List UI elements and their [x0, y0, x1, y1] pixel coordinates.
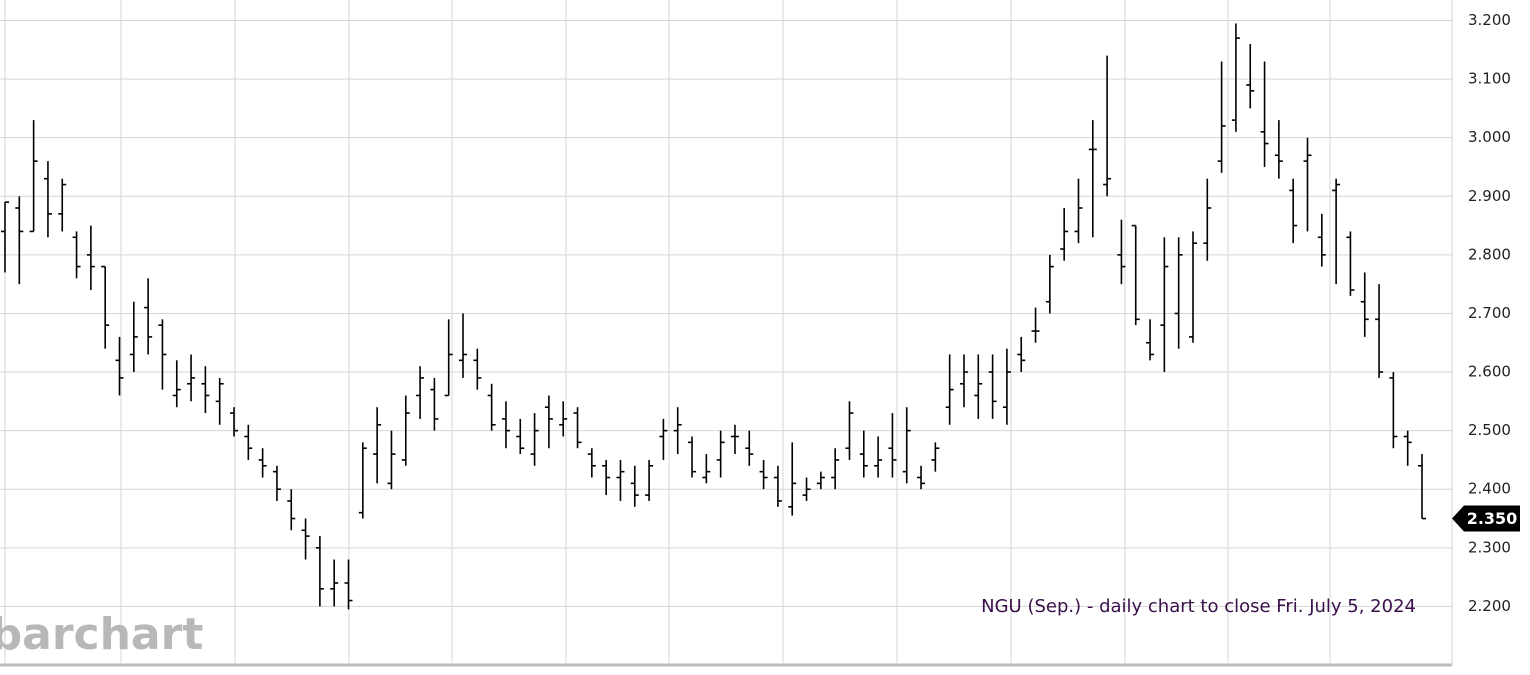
last-price-box — [1452, 505, 1520, 532]
y-tick-label: 2.500 — [1468, 421, 1511, 439]
last-price-label: 2.350 — [1467, 509, 1518, 528]
y-tick-label: 2.300 — [1468, 538, 1511, 556]
y-tick-label: 2.600 — [1468, 363, 1511, 381]
y-tick-label: 2.900 — [1468, 187, 1511, 205]
y-tick-label: 2.700 — [1468, 304, 1511, 322]
y-tick-label: 2.400 — [1468, 480, 1511, 498]
plot: 2.200 2.300 2.400 2.500 2.600 2.700 2.800 2.900… — [1, 11, 1520, 615]
y-tick-label: 2.800 — [1468, 245, 1511, 263]
watermark: barchart — [0, 609, 203, 660]
y-tick-label: 3.200 — [1468, 11, 1511, 29]
y-tick-label: 2.200 — [1468, 597, 1511, 615]
y-tick-label: 3.000 — [1468, 128, 1511, 146]
chart-title: NGU (Sep.) - daily chart to close Fri. J… — [981, 596, 1416, 617]
y-tick-label: 3.100 — [1468, 70, 1511, 88]
